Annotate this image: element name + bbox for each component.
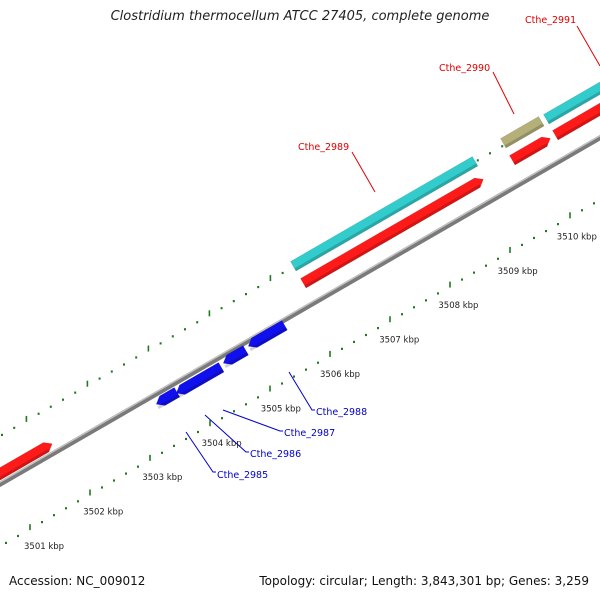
forward-cds-bar-shape (300, 177, 484, 289)
forward-cds-bar-shape (0, 442, 53, 487)
gene-leader-reverse (204, 414, 249, 453)
forward-feature-bar-shade (547, 88, 600, 124)
gene-leader-reverse (288, 371, 315, 411)
feature-track (0, 81, 600, 487)
gene-leader-forward (351, 151, 376, 193)
reverse-cds-bar (247, 320, 288, 351)
reverse-cds-bar-shade (157, 394, 180, 409)
forward-cds-bar (300, 177, 484, 289)
scale-label: 3508 kbp (438, 301, 478, 311)
genome-backbone (0, 134, 600, 488)
scale-label: 3502 kbp (83, 508, 123, 518)
gene-leader-reverse (185, 431, 216, 473)
reverse-cds-bar (155, 387, 181, 409)
topology-label: Topology: circular; Length: 3,843,301 bp… (259, 574, 589, 588)
pseudo-feature-bar (500, 116, 545, 149)
scale-label: 3501 kbp (24, 542, 64, 552)
gene-label-forward: Cthe_2990 (439, 63, 490, 74)
gene-label-forward: Cthe_2991 (525, 15, 576, 26)
forward-feature-bar (543, 81, 600, 125)
reverse-cds-bar-shade (177, 369, 225, 398)
scale-label: 3506 kbp (320, 370, 360, 380)
gene-leader-reverse (222, 409, 283, 432)
reverse-cds-bar-shape (175, 362, 225, 395)
reverse-cds-bar-shade (249, 327, 288, 351)
forward-cds-bar (0, 442, 53, 487)
gene-label-reverse: Cthe_2985 (217, 470, 268, 481)
forward-cds-bar-shape (509, 136, 551, 166)
scale-label: 3507 kbp (379, 336, 419, 346)
reverse-cds-bar (222, 345, 249, 368)
gene-label-reverse: Cthe_2988 (316, 407, 367, 418)
gene-label-reverse: Cthe_2986 (250, 449, 301, 460)
forward-cds-bar-shade (556, 107, 600, 140)
genome-backbone-highlight (0, 135, 600, 483)
scale-label: 3510 kbp (557, 232, 597, 242)
pseudo-feature-bar-shape (500, 116, 545, 149)
gene-leader-forward (576, 25, 600, 67)
reverse-cds-bar-shape (155, 387, 181, 406)
forward-feature-bar-shape (290, 156, 479, 272)
scale-label: 3504 kbp (202, 439, 242, 449)
inner-tick-ring (5, 202, 595, 544)
forward-cds-bar-shade (0, 448, 50, 486)
scale-label: 3505 kbp (261, 404, 301, 414)
reverse-cds-bar (175, 362, 225, 398)
forward-feature-bar-shape (543, 81, 600, 125)
gene-label-forward: Cthe_2989 (298, 142, 349, 153)
reverse-cds-bar-shape (247, 320, 288, 348)
scale-label: 3509 kbp (498, 267, 538, 277)
forward-cds-bar-shape (552, 100, 600, 141)
pseudo-feature-bar-shade (504, 123, 545, 148)
forward-feature-bar (290, 156, 479, 272)
reverse-cds-bar-shape (222, 345, 249, 365)
scale-label: 3503 kbp (142, 473, 182, 483)
gene-callout-group: Cthe_2989 Cthe_2990 Cthe_2991 Cthe_2985 Cthe… (185, 15, 600, 481)
map-title: Clostridium thermocellum ATCC 27405, com… (110, 9, 490, 24)
forward-cds-bar-shade (513, 143, 548, 165)
reverse-cds-bar-shade (224, 352, 249, 368)
forward-cds-bar-shade (304, 184, 481, 288)
forward-cds-bar (552, 100, 600, 141)
forward-feature-bar-shade (294, 163, 478, 271)
gene-leader-forward (492, 71, 515, 115)
forward-cds-bar (509, 136, 551, 166)
scale-label-group: 3501 kbp 3502 kbp 3503 kbp 3504 kbp 3505 kbp… (24, 232, 597, 552)
gene-label-reverse: Cthe_2987 (284, 428, 335, 439)
accession-label: Accession: NC_009012 (9, 574, 146, 588)
